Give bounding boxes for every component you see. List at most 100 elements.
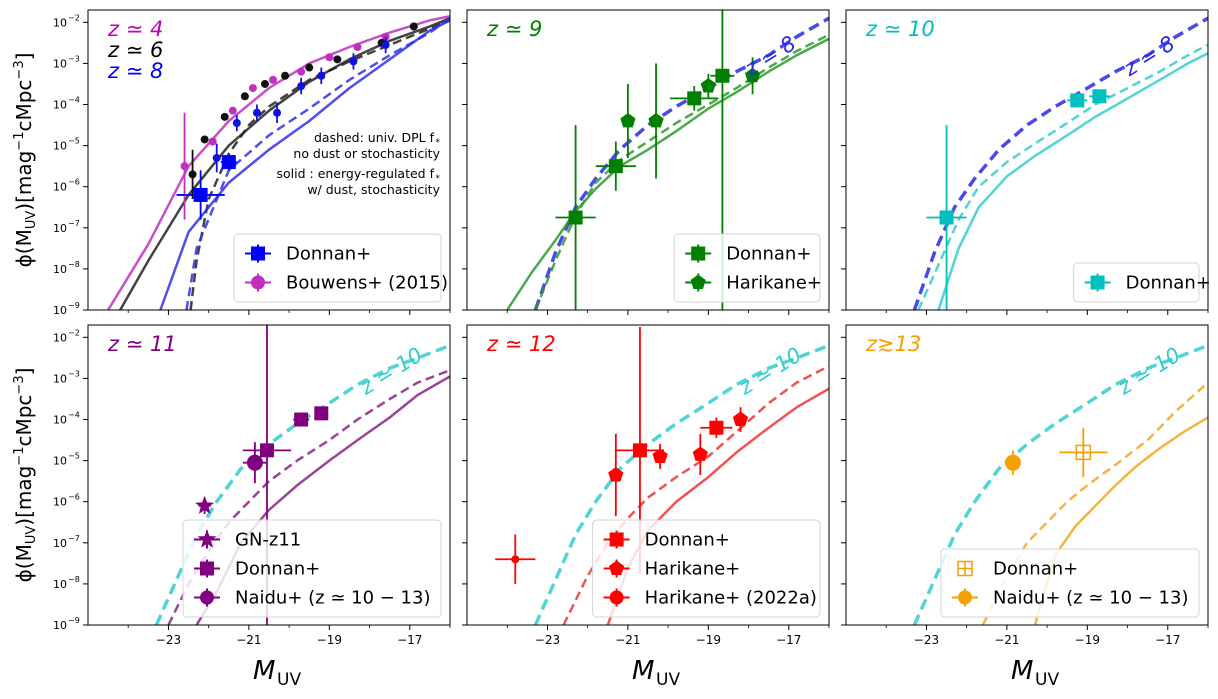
- y-tick-exponent: −8: [68, 575, 80, 584]
- legend-item: Donnan+: [685, 244, 811, 265]
- marker-circle: [180, 162, 189, 171]
- y-tick-label: 10: [53, 537, 67, 550]
- legend-box: [1073, 262, 1200, 303]
- legend-item: GN-z11: [194, 529, 301, 551]
- panel-points: [926, 89, 1110, 310]
- marker-pentagon: [700, 78, 716, 93]
- y-tick-exponent: −9: [68, 301, 80, 310]
- marker-circle: [232, 119, 241, 128]
- legend-label: Harikane+: [726, 273, 822, 294]
- y-tick-exponent: −4: [68, 411, 80, 420]
- y-tick-exponent: −9: [68, 616, 80, 625]
- redshift-label: z ≃ 4: [107, 17, 163, 41]
- legend-label: Harikane+ (2022a): [645, 588, 817, 609]
- data-point: [260, 79, 269, 88]
- redshift-label: z ≃ 10: [865, 17, 935, 41]
- curve-z4-solid: [107, 14, 450, 310]
- data-point: [710, 10, 735, 310]
- redshift-label: z ≃ 12: [486, 332, 556, 356]
- curve-z9-solid: [506, 37, 829, 310]
- legend-marker-square: [251, 246, 265, 261]
- reference-curve-label: z ≃ 10: [355, 343, 427, 400]
- data-point: [281, 71, 290, 80]
- data-point: [409, 22, 418, 31]
- marker-circle: [325, 53, 334, 62]
- marker-circle: [246, 454, 263, 471]
- marker-square: [1092, 89, 1107, 104]
- y-axis-label-part: )[mag: [12, 151, 36, 211]
- marker-square: [221, 155, 236, 170]
- x-tick-label: −21: [994, 633, 1019, 647]
- data-point: [212, 143, 221, 173]
- data-point: [317, 67, 326, 84]
- y-tick-label: 10: [53, 414, 67, 427]
- marker-circle: [212, 153, 221, 162]
- y-tick-exponent: −3: [68, 369, 80, 378]
- marker-circle: [228, 106, 237, 115]
- curve-z8-solid: [159, 19, 450, 310]
- legend-label: Donnan+: [286, 244, 371, 265]
- data-point: [232, 114, 241, 132]
- marker-circle: [220, 112, 229, 121]
- legend-box: [673, 233, 821, 303]
- legend-marker-star: [197, 529, 217, 548]
- marker-square: [632, 443, 647, 458]
- x-axis-label: M: [1011, 656, 1033, 686]
- y-axis-label-part: −3: [12, 375, 27, 394]
- y-tick-exponent: −3: [68, 54, 80, 63]
- x-tick-label: −17: [1155, 633, 1180, 647]
- legend-marker-pentagon: [690, 274, 706, 289]
- legend-item: Naidu+ (z ≃ 10 − 13): [194, 588, 431, 609]
- x-tick-label: −17: [776, 633, 801, 647]
- data-point: [495, 534, 536, 584]
- marker-square: [193, 187, 208, 202]
- annotation-subscript: *: [436, 174, 441, 184]
- curve-z6-solid: [119, 17, 450, 310]
- marker-circle: [381, 40, 390, 49]
- marker-circle: [281, 71, 290, 80]
- legend-label: Naidu+ (z ≃ 10 − 13): [235, 588, 431, 609]
- data-point: [608, 433, 624, 517]
- data-point: [293, 412, 310, 427]
- panel-points: [1004, 427, 1108, 478]
- y-tick-label: 10: [53, 331, 67, 344]
- data-point: [692, 433, 708, 475]
- data-point: [1089, 89, 1110, 104]
- x-tick-label: −19: [696, 633, 721, 647]
- annotation-subscript: *: [436, 138, 441, 148]
- legend: Donnan+: [1073, 262, 1211, 303]
- data-point: [188, 149, 197, 200]
- marker-pentagon: [745, 67, 761, 83]
- marker-pentagon: [652, 448, 668, 463]
- x-tick-label: −19: [317, 633, 342, 647]
- data-point: [200, 135, 209, 144]
- legend-marker-open-square: [957, 560, 973, 577]
- panel-curves: [107, 14, 450, 310]
- y-axis-label-part: UV: [24, 211, 39, 230]
- legend: Donnan+ Naidu+ (z ≃ 10 − 13): [940, 548, 1200, 618]
- marker-square: [294, 412, 309, 427]
- panel-frame: [845, 324, 1209, 626]
- marker-circle: [240, 92, 249, 101]
- y-tick-exponent: −5: [68, 452, 80, 461]
- y-axis-label: ϕ(MUV)[mag−1cMpc−3]: [12, 53, 39, 268]
- y-tick-exponent: −2: [68, 13, 80, 22]
- y-axis-label-part: )[mag: [12, 466, 36, 526]
- data-point: [381, 36, 390, 54]
- y-tick-exponent: −7: [68, 219, 80, 228]
- marker-square: [687, 91, 702, 106]
- y-axis-label-part: cMpc: [12, 395, 36, 447]
- marker-circle: [317, 71, 326, 80]
- data-point: [745, 57, 761, 95]
- data-point: [220, 112, 229, 121]
- marker-circle: [297, 67, 306, 76]
- panel-p5: −23 −21 −19 −17 z ≃ 12 z ≃ 10 Donnan+ Harikane+…: [462, 324, 830, 647]
- legend-marker-circle: [200, 590, 214, 605]
- y-tick-label: 10: [53, 140, 67, 153]
- x-axis-label: M: [253, 656, 275, 686]
- annotation-line: w/ dust, stochasticity: [307, 182, 440, 197]
- y-tick-exponent: −6: [68, 178, 80, 187]
- x-tick-label: −23: [535, 633, 560, 647]
- marker-circle: [248, 84, 257, 93]
